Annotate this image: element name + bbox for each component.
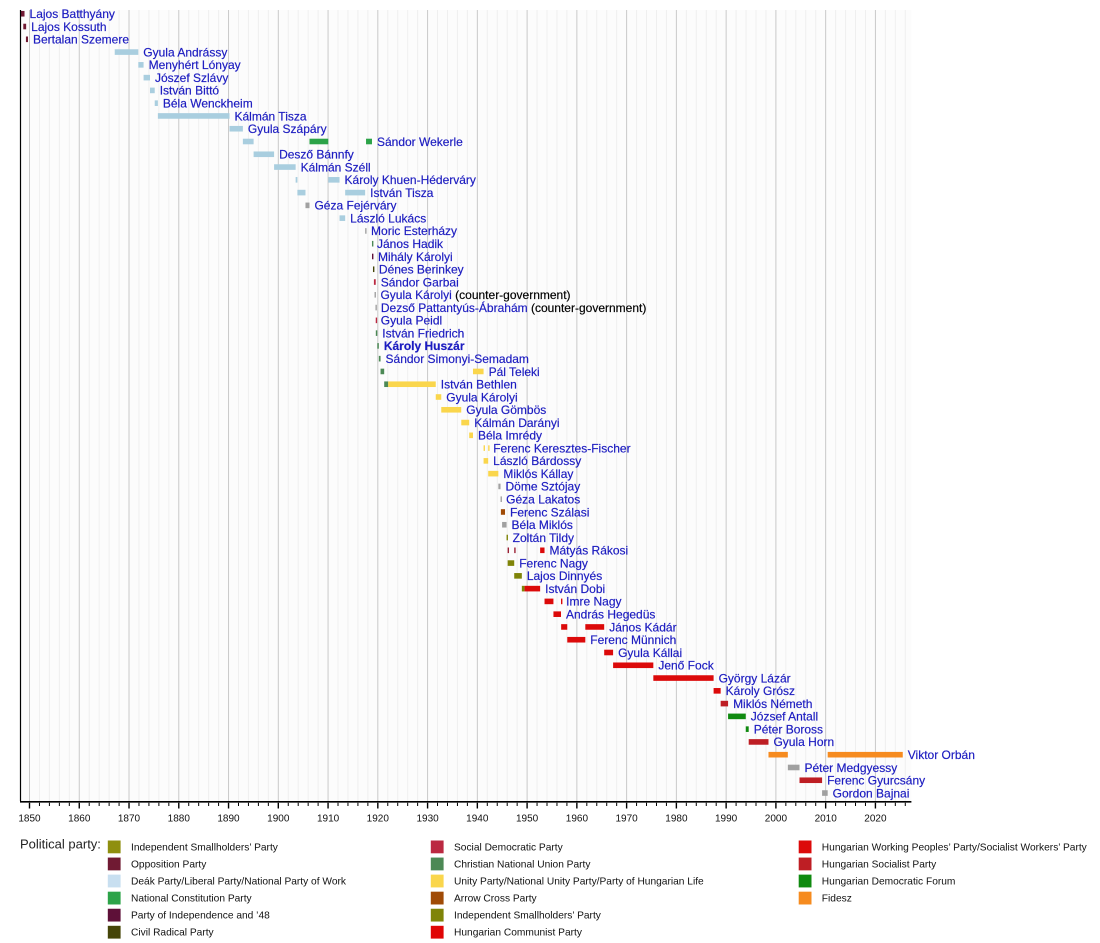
svg-text:Independent Smallholders’ Part: Independent Smallholders’ Party: [131, 842, 279, 853]
svg-text:2000: 2000: [765, 814, 788, 825]
svg-text:Béla Miklós: Béla Miklós: [512, 518, 573, 532]
svg-text:Mátyás Rákosi: Mátyás Rákosi: [550, 544, 629, 558]
svg-text:István Tisza: István Tisza: [370, 186, 434, 200]
svg-text:Menyhért Lónyay: Menyhért Lónyay: [149, 58, 241, 72]
svg-text:1950: 1950: [516, 814, 539, 825]
svg-text:Gyula Károlyi (counter-governm: Gyula Károlyi (counter-government): [380, 288, 570, 302]
svg-text:1940: 1940: [466, 814, 489, 825]
svg-text:Moric Esterházy: Moric Esterházy: [371, 224, 457, 238]
svg-text:Ferenc Münnich: Ferenc Münnich: [590, 633, 676, 647]
svg-text:Kálmán Széll: Kálmán Széll: [301, 160, 371, 174]
svg-text:István Friedrich: István Friedrich: [382, 326, 464, 340]
svg-text:Döme Sztójay: Döme Sztójay: [506, 480, 581, 494]
svg-text:Hungarian Communist Party: Hungarian Communist Party: [454, 928, 583, 939]
svg-text:Péter Boross: Péter Boross: [754, 722, 823, 736]
svg-text:Hungarian Socialist Party: Hungarian Socialist Party: [822, 859, 937, 870]
svg-text:1900: 1900: [267, 814, 290, 825]
svg-text:1930: 1930: [416, 814, 439, 825]
svg-text:Kálmán Darányi: Kálmán Darányi: [474, 416, 559, 430]
svg-text:István Bethlen: István Bethlen: [441, 378, 517, 392]
svg-text:Mihály Károlyi: Mihály Károlyi: [378, 250, 453, 264]
svg-text:Gordon Bajnai: Gordon Bajnai: [833, 786, 910, 800]
svg-text:Dezső Pattantyús-Ábrahám (coun: Dezső Pattantyús-Ábrahám (counter-govern…: [381, 300, 646, 315]
svg-text:Ferenc Nagy: Ferenc Nagy: [519, 556, 588, 570]
svg-text:Gyula Peidl: Gyula Peidl: [381, 314, 442, 328]
svg-text:János Kádár: János Kádár: [609, 620, 676, 634]
svg-text:András Hegedüs: András Hegedüs: [566, 607, 655, 621]
svg-text:Civil Radical Party: Civil Radical Party: [131, 928, 215, 939]
svg-text:Ferenc Keresztes-Fischer: Ferenc Keresztes-Fischer: [493, 441, 630, 455]
svg-text:National Constitution Party: National Constitution Party: [131, 894, 253, 905]
svg-text:Hungarian Working Peoples’ Par: Hungarian Working Peoples’ Party/Sociali…: [822, 842, 1088, 853]
svg-text:Ferenc Gyurcsány: Ferenc Gyurcsány: [827, 774, 925, 788]
svg-text:Miklós Németh: Miklós Németh: [733, 697, 812, 711]
svg-text:Sándor Simonyi-Semadam: Sándor Simonyi-Semadam: [386, 352, 529, 366]
svg-text:1960: 1960: [566, 814, 589, 825]
svg-text:Kálmán Tisza: Kálmán Tisza: [235, 109, 307, 123]
svg-text:1910: 1910: [317, 814, 340, 825]
svg-text:Károly Huszár: Károly Huszár: [384, 339, 465, 353]
svg-text:Lajos Dinnyés: Lajos Dinnyés: [527, 569, 602, 583]
svg-text:Party of Independence and ’48: Party of Independence and ’48: [131, 911, 270, 922]
svg-text:Viktor Orbán: Viktor Orbán: [908, 748, 975, 762]
svg-text:1880: 1880: [168, 814, 191, 825]
svg-text:1970: 1970: [615, 814, 638, 825]
svg-text:1850: 1850: [18, 814, 41, 825]
svg-text:Gyula Andrássy: Gyula Andrássy: [143, 45, 227, 59]
svg-text:Lajos Kossuth: Lajos Kossuth: [31, 20, 106, 34]
svg-text:Social Democratic Party: Social Democratic Party: [454, 842, 564, 853]
svg-text:Béla Wenckheim: Béla Wenckheim: [163, 96, 253, 110]
svg-text:Sándor Garbai: Sándor Garbai: [381, 275, 459, 289]
svg-text:Dénes Berinkey: Dénes Berinkey: [379, 263, 464, 277]
svg-text:Károly Grósz: Károly Grósz: [726, 684, 795, 698]
svg-text:Gyula Gömbös: Gyula Gömbös: [466, 403, 546, 417]
svg-text:Géza Lakatos: Géza Lakatos: [506, 493, 580, 507]
svg-text:Gyula Szápáry: Gyula Szápáry: [248, 122, 327, 136]
svg-text:Lajos Batthyány: Lajos Batthyány: [30, 7, 115, 21]
svg-text:Independent Smallholders’ Part: Independent Smallholders’ Party: [454, 911, 602, 922]
svg-text:Opposition Party: Opposition Party: [131, 859, 207, 870]
svg-text:1980: 1980: [665, 814, 688, 825]
svg-text:1870: 1870: [118, 814, 141, 825]
svg-text:Bertalan Szemere: Bertalan Szemere: [33, 33, 129, 47]
svg-text:Imre Nagy: Imre Nagy: [566, 595, 621, 609]
svg-text:István Dobi: István Dobi: [545, 582, 605, 596]
svg-text:1920: 1920: [367, 814, 390, 825]
svg-text:Károly Khuen-Héderváry: Károly Khuen-Héderváry: [345, 173, 476, 187]
svg-text:Péter Medgyessy: Péter Medgyessy: [805, 761, 898, 775]
svg-text:Jószef Szlávy: Jószef Szlávy: [155, 71, 228, 85]
svg-text:1890: 1890: [217, 814, 240, 825]
svg-text:Christian National Union Party: Christian National Union Party: [454, 859, 591, 870]
svg-text:Gyula Kállai: Gyula Kállai: [618, 646, 682, 660]
svg-text:György Lázár: György Lázár: [719, 671, 791, 685]
svg-text:Miklós Kállay: Miklós Kállay: [503, 467, 573, 481]
svg-text:Desző Bánnfy: Desző Bánnfy: [279, 148, 354, 162]
svg-text:Gyula Károlyi: Gyula Károlyi: [446, 390, 517, 404]
svg-text:Pál Teleki: Pál Teleki: [489, 365, 540, 379]
svg-text:Arrow Cross Party: Arrow Cross Party: [454, 894, 538, 905]
svg-text:László Bárdossy: László Bárdossy: [493, 454, 581, 468]
svg-text:János Hadik: János Hadik: [377, 237, 444, 251]
svg-text:1860: 1860: [68, 814, 91, 825]
svg-text:József Antall: József Antall: [751, 710, 818, 724]
svg-text:Ferenc Szálasi: Ferenc Szálasi: [510, 505, 589, 519]
svg-text:Géza Fejérváry: Géza Fejérváry: [314, 199, 396, 213]
svg-text:Gyula Horn: Gyula Horn: [773, 735, 834, 749]
svg-text:1990: 1990: [715, 814, 738, 825]
svg-text:Jenő Fock: Jenő Fock: [658, 659, 714, 673]
svg-text:Deák Party/Liberal Party/Natio: Deák Party/Liberal Party/National Party …: [131, 877, 347, 888]
svg-text:Fidesz: Fidesz: [822, 894, 852, 905]
svg-text:2020: 2020: [864, 814, 887, 825]
svg-text:Political party:: Political party:: [20, 837, 101, 852]
svg-text:László Lukács: László Lukács: [350, 211, 426, 225]
svg-text:Unity Party/National Unity Par: Unity Party/National Unity Party/Party o…: [454, 877, 704, 888]
svg-text:2010: 2010: [815, 814, 838, 825]
svg-text:Zoltán Tildy: Zoltán Tildy: [513, 531, 574, 545]
svg-text:Béla Imrédy: Béla Imrédy: [478, 429, 542, 443]
svg-text:Hungarian Democratic Forum: Hungarian Democratic Forum: [822, 877, 956, 888]
svg-text:Sándor Wekerle: Sándor Wekerle: [377, 135, 463, 149]
svg-text:István Bittó: István Bittó: [160, 84, 220, 98]
